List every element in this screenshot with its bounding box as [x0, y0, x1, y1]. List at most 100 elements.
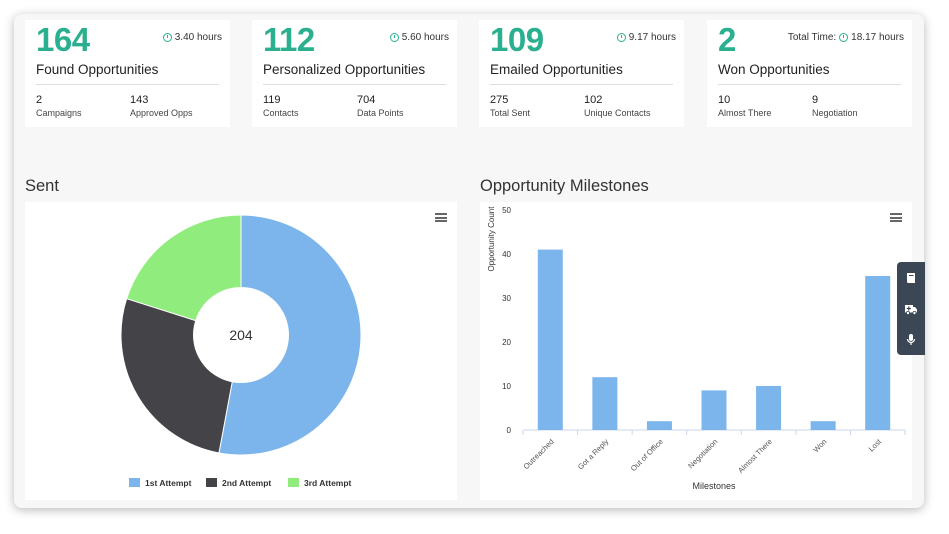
card-found-opportunities: 164 3.40 hours Found Opportunities 2 Cam…	[25, 20, 230, 127]
card-stat: 10 Almost There	[718, 93, 771, 120]
time-value: 5.60 hours	[401, 32, 449, 43]
card-title: Won Opportunities	[718, 62, 830, 77]
card-value: 164	[36, 21, 90, 58]
stat-value: 2	[36, 94, 43, 106]
bar-almost-there[interactable]	[756, 386, 782, 430]
bar-won[interactable]	[810, 421, 836, 430]
card-title: Emailed Opportunities	[490, 62, 623, 77]
y-tick-label: 30	[502, 294, 511, 303]
card-divider	[263, 84, 446, 85]
side-tool-book[interactable]	[897, 262, 925, 293]
legend-swatch	[288, 478, 299, 487]
stat-value: 704	[357, 94, 376, 106]
x-tick-label: Lost	[867, 436, 884, 453]
stat-value: 119	[263, 94, 281, 106]
sent-chart-panel: 204 1st Attempt 2nd Attempt 3rd Attempt	[25, 202, 457, 500]
y-tick-label: 10	[502, 382, 511, 391]
stat-label: Negotiation	[812, 108, 858, 118]
bar-negotiation[interactable]	[701, 390, 727, 430]
legend-label: 2nd Attempt	[222, 478, 271, 488]
legend-swatch	[206, 478, 217, 487]
card-emailed-opportunities: 109 9.17 hours Emailed Opportunities 275…	[479, 20, 684, 127]
card-divider	[490, 84, 673, 85]
stat-value: 275	[490, 94, 509, 106]
card-stat: 143 Approved Opps	[130, 93, 193, 120]
card-value: 112	[263, 21, 315, 58]
x-tick-label: Won	[811, 437, 828, 454]
card-stat: 102 Unique Contacts	[584, 93, 651, 120]
sent-pie-chart: 204 1st Attempt 2nd Attempt 3rd Attempt	[120, 214, 362, 488]
clock-icon	[616, 33, 626, 42]
x-tick-label: Got a Reply	[576, 437, 611, 472]
card-time: 9.17 hours	[614, 32, 676, 43]
side-toolbar	[897, 262, 925, 355]
milestones-chart-panel: 0 10 20 30 40 50 Outreached Got a Reply Out of O…	[480, 202, 912, 500]
stat-value: 143	[130, 94, 149, 106]
section-title-sent: Sent	[25, 177, 59, 195]
time-value: 9.17 hours	[628, 32, 676, 43]
x-tick-label: Out of Office	[629, 437, 665, 473]
legend-swatch	[129, 478, 140, 487]
stat-label: Contacts	[263, 108, 299, 118]
card-title: Personalized Opportunities	[263, 62, 426, 77]
legend-label: 3rd Attempt	[304, 478, 352, 488]
y-tick-label: 40	[502, 250, 511, 259]
section-title-milestones: Opportunity Milestones	[480, 177, 649, 195]
book-icon	[906, 272, 915, 283]
hamburger-menu-icon[interactable]	[890, 213, 902, 222]
bar-lost[interactable]	[865, 276, 891, 430]
time-value: 3.40 hours	[174, 32, 222, 43]
stat-label: Almost There	[718, 108, 772, 118]
card-value: 109	[490, 21, 544, 58]
card-title: Found Opportunities	[36, 62, 159, 77]
card-value: 2	[718, 21, 736, 58]
side-tool-ambulance[interactable]	[897, 293, 925, 324]
donut-center-label: 204	[229, 327, 253, 343]
card-time: Total Time: 18.17 hours	[788, 32, 904, 43]
y-tick-label: 20	[502, 338, 511, 347]
milestones-bar-chart: 0 10 20 30 40 50 Outreached Got a Reply Out of O…	[487, 206, 906, 491]
card-stat: 9 Negotiation	[812, 93, 858, 120]
clock-icon	[839, 33, 849, 42]
stat-value: 9	[812, 94, 819, 106]
legend-item[interactable]: 2nd Attempt	[206, 478, 271, 488]
legend-item[interactable]: 3rd Attempt	[288, 478, 352, 488]
bar-out-of-office[interactable]	[646, 421, 672, 430]
card-stat: 119 Contacts	[263, 93, 299, 120]
bar-got-a-reply[interactable]	[592, 377, 618, 430]
side-tool-microphone[interactable]	[897, 324, 925, 355]
stat-value: 10	[718, 94, 731, 106]
legend-item[interactable]: 1st Attempt	[129, 478, 192, 488]
clock-icon	[389, 33, 399, 42]
stat-label: Unique Contacts	[584, 108, 651, 118]
hamburger-menu-icon[interactable]	[435, 213, 447, 222]
stat-label: Approved Opps	[130, 108, 193, 118]
microphone-icon	[906, 334, 916, 345]
stat-label: Data Points	[357, 108, 404, 118]
y-axis-title: Opportunity Count	[487, 206, 496, 272]
stat-label: Total Sent	[490, 108, 531, 118]
stat-label: Campaigns	[36, 108, 82, 118]
card-stat: 275 Total Sent	[490, 93, 530, 120]
bar-outreached[interactable]	[537, 249, 563, 430]
card-stat: 2 Campaigns	[36, 93, 82, 120]
card-divider	[36, 84, 219, 85]
x-tick-label: Outreached	[522, 437, 556, 471]
x-tick-label: Almost There	[736, 437, 774, 475]
pie-slice-1st-attempt[interactable]	[218, 214, 362, 456]
clock-icon	[162, 33, 172, 42]
time-value: 18.17 hours	[851, 32, 904, 43]
ambulance-icon	[905, 304, 917, 315]
card-time: 5.60 hours	[387, 32, 449, 43]
x-tick-label: Negotiation	[686, 437, 719, 470]
card-stat: 704 Data Points	[357, 93, 404, 120]
card-time: 3.40 hours	[160, 32, 222, 43]
card-won-opportunities: 2 Total Time: 18.17 hours Won Opportunit…	[707, 20, 912, 127]
y-tick-label: 50	[502, 206, 511, 215]
card-divider	[718, 84, 901, 85]
legend-label: 1st Attempt	[145, 478, 192, 488]
donut-hole	[193, 287, 289, 383]
stat-value: 102	[584, 94, 603, 106]
x-axis-title: Milestones	[692, 481, 736, 491]
y-tick-label: 0	[507, 426, 512, 435]
